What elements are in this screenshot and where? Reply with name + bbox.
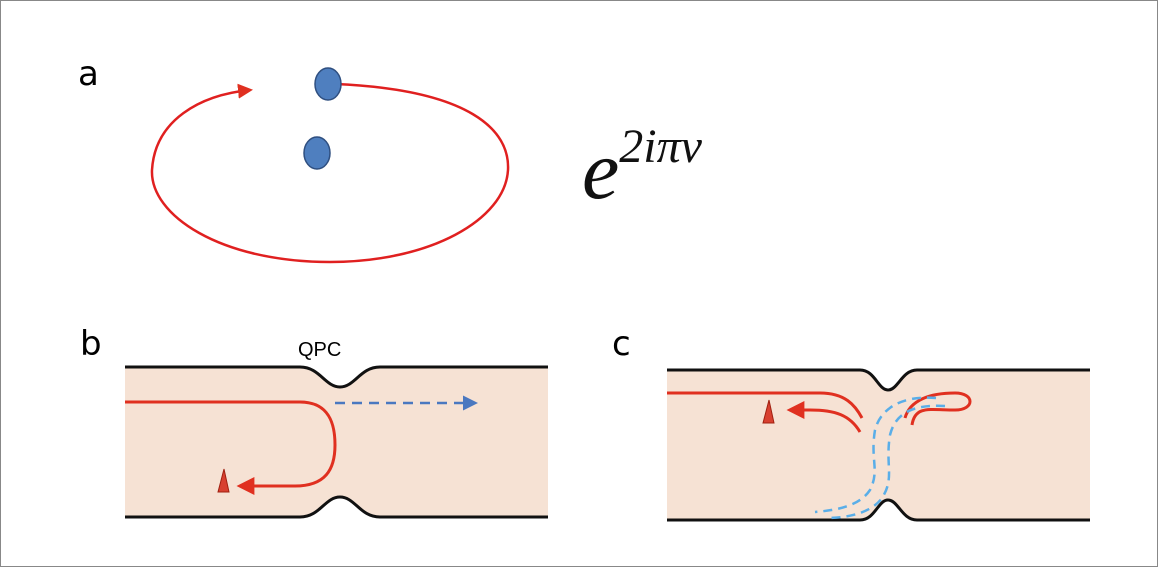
channel	[125, 367, 548, 517]
panel-label: a	[78, 54, 99, 94]
panel-label: c	[612, 324, 631, 364]
panel-label: b	[80, 324, 102, 364]
formula-base: e	[582, 124, 619, 217]
particle	[315, 68, 341, 100]
formula-exponent: 2iπν	[619, 120, 702, 173]
annotation: QPC	[298, 339, 341, 361]
particle	[304, 137, 330, 169]
figure: a e2iπν b QPC c	[0, 0, 1158, 567]
